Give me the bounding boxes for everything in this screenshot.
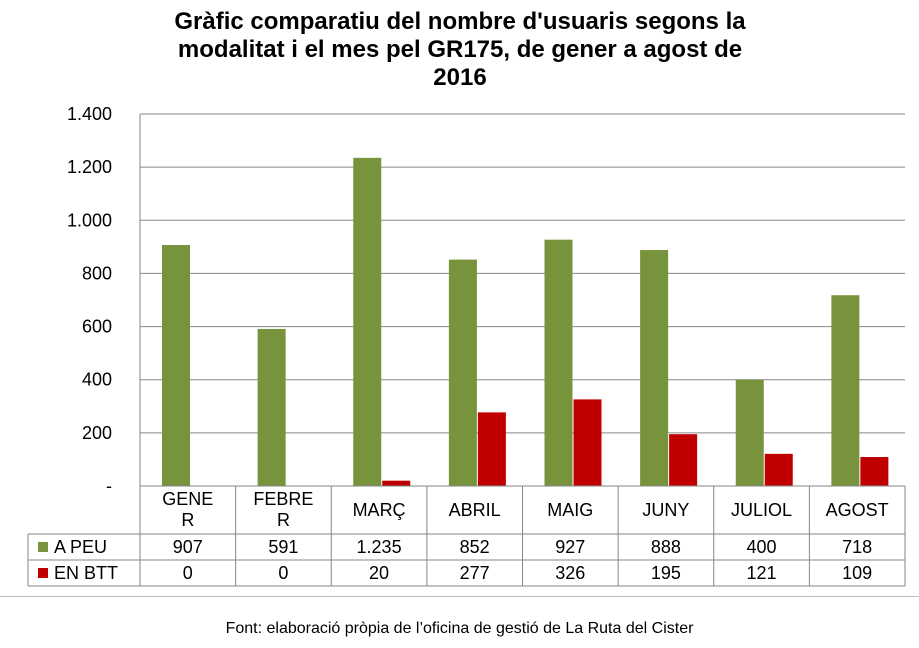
data-label: 20 xyxy=(369,563,389,583)
category-label: ABRIL xyxy=(449,500,501,520)
data-label: 852 xyxy=(460,537,490,557)
bar-a-peu xyxy=(257,328,286,486)
y-tick-label: 400 xyxy=(82,370,112,390)
data-label: 109 xyxy=(842,563,872,583)
data-label: 927 xyxy=(555,537,585,557)
data-label: 0 xyxy=(278,563,288,583)
category-label: GENE xyxy=(162,489,213,509)
data-label: 277 xyxy=(460,563,490,583)
y-tick-label: 600 xyxy=(82,317,112,337)
bar-en-btt xyxy=(573,399,602,486)
data-label: 718 xyxy=(842,537,872,557)
data-label: 195 xyxy=(651,563,681,583)
data-label: 0 xyxy=(183,563,193,583)
data-label: 591 xyxy=(268,537,298,557)
data-label: 907 xyxy=(173,537,203,557)
bar-en-btt xyxy=(860,457,889,486)
bar-a-peu xyxy=(831,295,860,486)
category-label: FEBRE xyxy=(253,489,313,509)
bar-en-btt xyxy=(477,412,506,486)
category-label: JUNY xyxy=(642,500,689,520)
category-label: AGOST xyxy=(826,500,889,520)
legend-swatch xyxy=(38,568,48,578)
chart-title-line-2: modalitat i el mes pel GR175, de gener a… xyxy=(177,36,743,63)
y-tick-label: 1.400 xyxy=(67,104,112,124)
category-label: MARÇ xyxy=(353,500,406,520)
chart-title-line-3: 2016 xyxy=(433,64,487,91)
data-label: 400 xyxy=(747,537,777,557)
category-label: R xyxy=(277,510,290,530)
y-tick-label: 1.000 xyxy=(67,210,112,230)
bar-a-peu xyxy=(544,239,573,486)
bar-a-peu xyxy=(353,157,382,487)
separator-line xyxy=(0,596,919,597)
category-label: JULIOL xyxy=(731,500,792,520)
chart-title-line-1: Gràfic comparatiu del nombre d'usuaris s… xyxy=(174,8,746,35)
bar-en-btt xyxy=(669,434,698,486)
y-tick-label: 200 xyxy=(82,423,112,443)
category-label: R xyxy=(181,510,194,530)
y-tick-label: 1.200 xyxy=(67,157,112,177)
bar-a-peu xyxy=(735,379,764,486)
y-tick-label: 800 xyxy=(82,263,112,283)
legend-label: EN BTT xyxy=(54,563,118,583)
bar-a-peu xyxy=(448,259,477,486)
chart-title: Gràfic comparatiu del nombre d'usuaris s… xyxy=(60,8,860,92)
data-label: 121 xyxy=(747,563,777,583)
bar-en-btt xyxy=(382,480,411,486)
legend-swatch xyxy=(38,542,48,552)
source-note: Font: elaboració pròpia de l’oficina de … xyxy=(225,620,694,637)
legend-label: A PEU xyxy=(54,537,107,557)
data-label: 1.235 xyxy=(357,537,402,557)
data-label: 326 xyxy=(555,563,585,583)
bar-a-peu xyxy=(162,244,190,486)
data-label: 888 xyxy=(651,537,681,557)
category-label: MAIG xyxy=(547,500,593,520)
y-tick-label: - xyxy=(106,476,112,496)
bar-a-peu xyxy=(640,250,669,486)
bar-en-btt xyxy=(764,453,793,486)
